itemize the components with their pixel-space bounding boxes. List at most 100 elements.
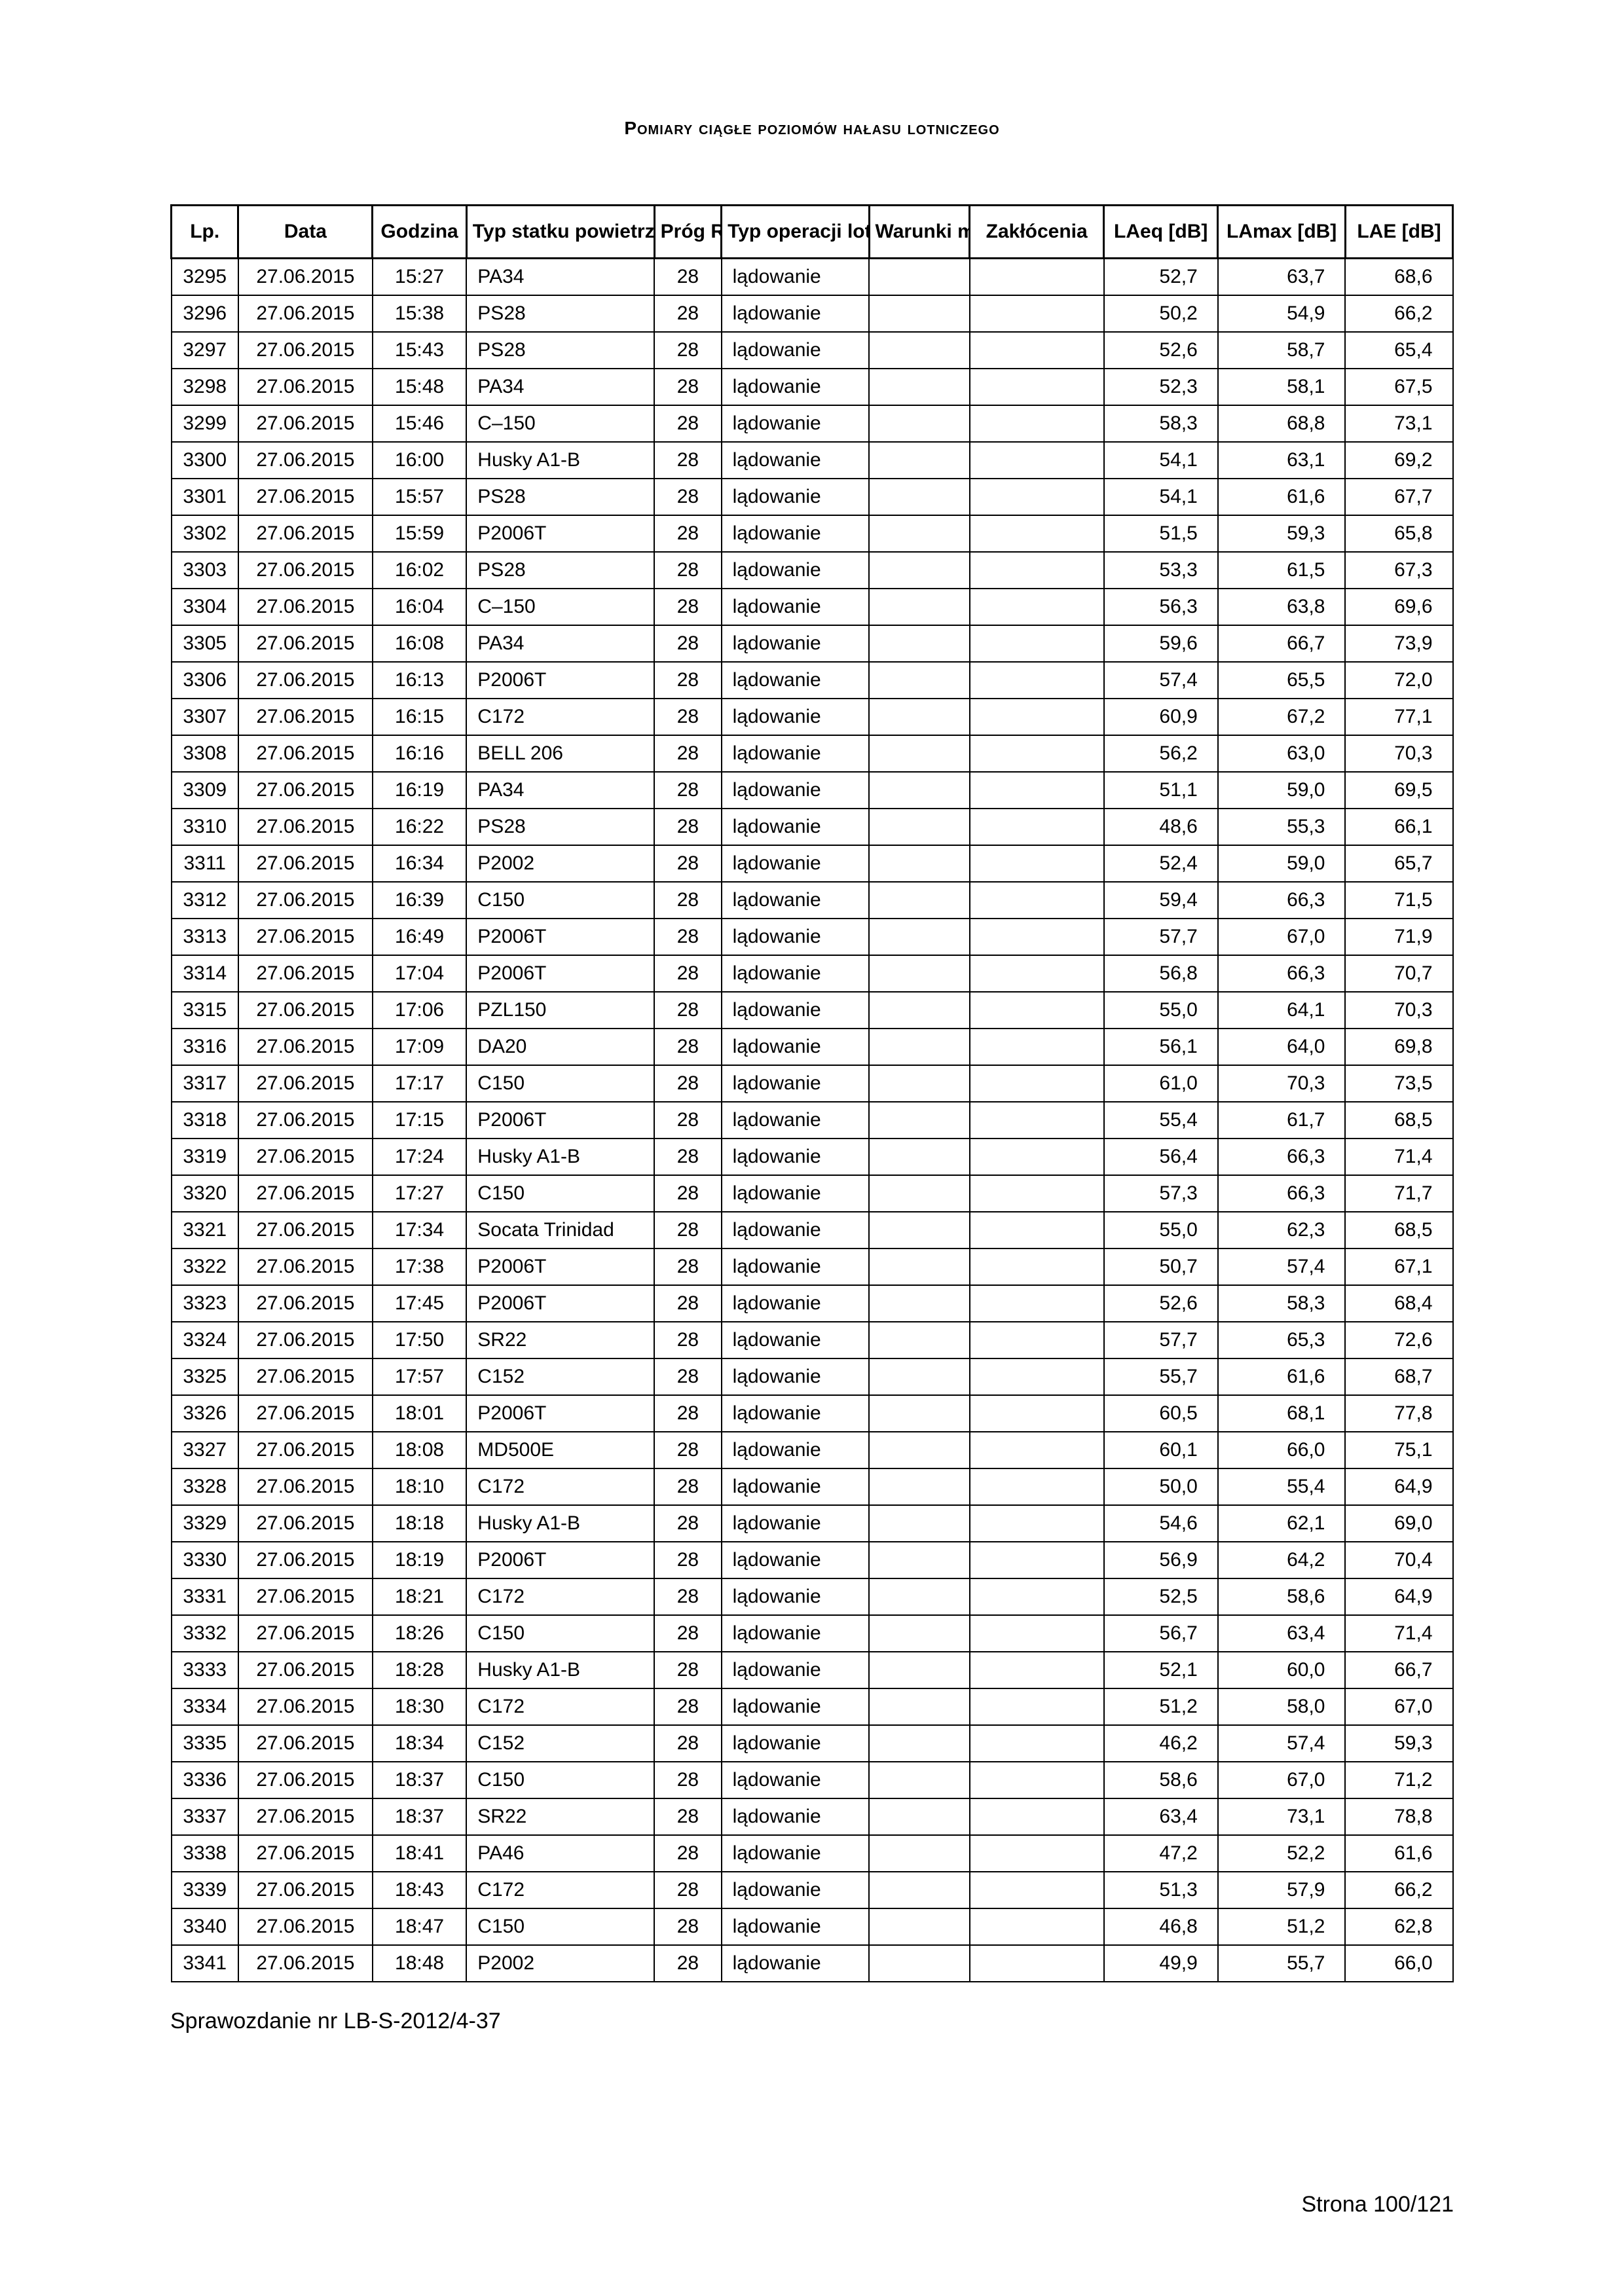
cell: Husky A1-B bbox=[466, 1505, 654, 1542]
cell: 27.06.2015 bbox=[238, 552, 373, 589]
cell: lądowanie bbox=[722, 1542, 869, 1578]
cell: 27.06.2015 bbox=[238, 442, 373, 479]
cell: 3300 bbox=[172, 442, 238, 479]
cell: 16:13 bbox=[373, 662, 466, 699]
cell: PS28 bbox=[466, 809, 654, 845]
cell: 18:47 bbox=[373, 1908, 466, 1945]
cell bbox=[970, 332, 1104, 369]
cell: 27.06.2015 bbox=[238, 992, 373, 1029]
cell: 28 bbox=[654, 1908, 721, 1945]
cell bbox=[970, 919, 1104, 955]
cell: 54,1 bbox=[1104, 442, 1218, 479]
cell: 3320 bbox=[172, 1175, 238, 1212]
cell: 27.06.2015 bbox=[238, 1762, 373, 1798]
cell: 72,6 bbox=[1345, 1322, 1452, 1358]
cell: lądowanie bbox=[722, 1395, 869, 1432]
cell: 17:09 bbox=[373, 1029, 466, 1065]
cell: lądowanie bbox=[722, 845, 869, 882]
footer-report-id: Sprawozdanie nr LB-S-2012/4-37 bbox=[170, 2009, 1454, 2034]
cell: 3337 bbox=[172, 1798, 238, 1835]
cell bbox=[970, 1505, 1104, 1542]
cell: 57,7 bbox=[1104, 1322, 1218, 1358]
cell bbox=[869, 589, 970, 625]
cell bbox=[970, 1835, 1104, 1872]
cell bbox=[869, 1578, 970, 1615]
cell: 3339 bbox=[172, 1872, 238, 1908]
cell: 58,1 bbox=[1218, 369, 1346, 405]
col-laeq: LAeq [dB] bbox=[1104, 206, 1218, 259]
cell: 67,0 bbox=[1345, 1688, 1452, 1725]
cell: BELL 206 bbox=[466, 735, 654, 772]
cell: 73,1 bbox=[1345, 405, 1452, 442]
cell: 57,9 bbox=[1218, 1872, 1346, 1908]
cell: 65,7 bbox=[1345, 845, 1452, 882]
cell: 3333 bbox=[172, 1652, 238, 1688]
cell: PA34 bbox=[466, 259, 654, 296]
cell: lądowanie bbox=[722, 1029, 869, 1065]
cell bbox=[869, 1505, 970, 1542]
cell: lądowanie bbox=[722, 259, 869, 296]
cell: 69,8 bbox=[1345, 1029, 1452, 1065]
cell bbox=[869, 1065, 970, 1102]
cell bbox=[970, 699, 1104, 735]
cell: 50,0 bbox=[1104, 1468, 1218, 1505]
cell bbox=[970, 1945, 1104, 1982]
cell: 56,9 bbox=[1104, 1542, 1218, 1578]
cell: 27.06.2015 bbox=[238, 1358, 373, 1395]
cell: P2002 bbox=[466, 1945, 654, 1982]
cell: 27.06.2015 bbox=[238, 1029, 373, 1065]
table-row: 332427.06.201517:50SR2228lądowanie57,765… bbox=[172, 1322, 1453, 1358]
table-row: 329927.06.201515:46C–15028lądowanie58,36… bbox=[172, 405, 1453, 442]
cell: 15:38 bbox=[373, 295, 466, 332]
cell: 27.06.2015 bbox=[238, 1102, 373, 1139]
cell: 28 bbox=[654, 882, 721, 919]
table-row: 333627.06.201518:37C15028lądowanie58,667… bbox=[172, 1762, 1453, 1798]
cell: 28 bbox=[654, 1248, 721, 1285]
cell: 59,4 bbox=[1104, 882, 1218, 919]
cell: 28 bbox=[654, 1102, 721, 1139]
table-row: 334127.06.201518:48P200228lądowanie49,95… bbox=[172, 1945, 1453, 1982]
cell: C–150 bbox=[466, 405, 654, 442]
cell: 28 bbox=[654, 1652, 721, 1688]
cell: 18:18 bbox=[373, 1505, 466, 1542]
cell: 3296 bbox=[172, 295, 238, 332]
cell: 28 bbox=[654, 442, 721, 479]
cell: 3326 bbox=[172, 1395, 238, 1432]
cell: C172 bbox=[466, 1578, 654, 1615]
cell: P2006T bbox=[466, 1395, 654, 1432]
cell: lądowanie bbox=[722, 1248, 869, 1285]
table-row: 332927.06.201518:18Husky A1-B28lądowanie… bbox=[172, 1505, 1453, 1542]
cell: 55,3 bbox=[1218, 809, 1346, 845]
table-row: 333827.06.201518:41PA4628lądowanie47,252… bbox=[172, 1835, 1453, 1872]
table-row: 332527.06.201517:57C15228lądowanie55,761… bbox=[172, 1358, 1453, 1395]
cell: 17:15 bbox=[373, 1102, 466, 1139]
cell: 51,2 bbox=[1104, 1688, 1218, 1725]
cell: 27.06.2015 bbox=[238, 1175, 373, 1212]
cell: 3307 bbox=[172, 699, 238, 735]
cell bbox=[970, 1395, 1104, 1432]
cell bbox=[869, 332, 970, 369]
table-row: 332327.06.201517:45P2006T28lądowanie52,6… bbox=[172, 1285, 1453, 1322]
cell: 3325 bbox=[172, 1358, 238, 1395]
cell: 28 bbox=[654, 1322, 721, 1358]
cell bbox=[970, 955, 1104, 992]
cell: 63,4 bbox=[1104, 1798, 1218, 1835]
cell: 17:06 bbox=[373, 992, 466, 1029]
cell bbox=[970, 1432, 1104, 1468]
cell bbox=[970, 1322, 1104, 1358]
cell: 27.06.2015 bbox=[238, 772, 373, 809]
cell bbox=[970, 1762, 1104, 1798]
cell: 27.06.2015 bbox=[238, 1688, 373, 1725]
cell: 56,2 bbox=[1104, 735, 1218, 772]
cell: 60,0 bbox=[1218, 1652, 1346, 1688]
cell: 53,3 bbox=[1104, 552, 1218, 589]
cell: 67,3 bbox=[1345, 552, 1452, 589]
cell: 56,8 bbox=[1104, 955, 1218, 992]
cell bbox=[869, 772, 970, 809]
cell bbox=[869, 1102, 970, 1139]
table-row: 331827.06.201517:15P2006T28lądowanie55,4… bbox=[172, 1102, 1453, 1139]
cell: 27.06.2015 bbox=[238, 1505, 373, 1542]
cell: lądowanie bbox=[722, 295, 869, 332]
cell: 28 bbox=[654, 1432, 721, 1468]
cell: 27.06.2015 bbox=[238, 699, 373, 735]
